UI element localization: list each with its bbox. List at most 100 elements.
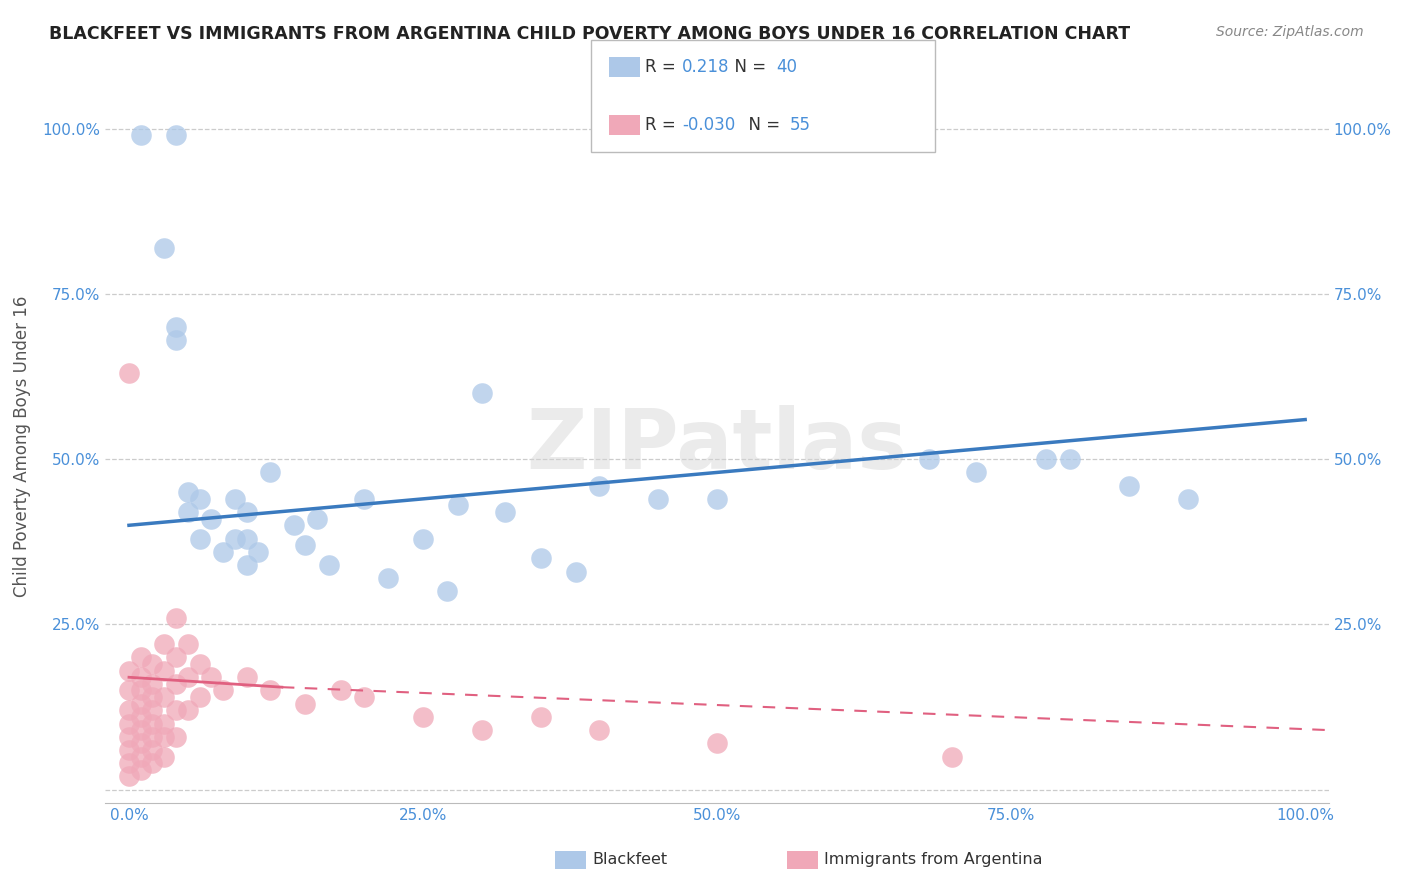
Point bbox=[129, 723, 152, 738]
Point bbox=[353, 690, 375, 704]
Point bbox=[447, 499, 470, 513]
Point bbox=[129, 650, 152, 665]
Point bbox=[200, 670, 222, 684]
Point bbox=[141, 756, 163, 771]
Point bbox=[235, 532, 257, 546]
Point bbox=[965, 466, 987, 480]
Point bbox=[565, 565, 588, 579]
Text: 55: 55 bbox=[790, 116, 811, 134]
Point bbox=[259, 683, 281, 698]
Text: BLACKFEET VS IMMIGRANTS FROM ARGENTINA CHILD POVERTY AMONG BOYS UNDER 16 CORRELA: BLACKFEET VS IMMIGRANTS FROM ARGENTINA C… bbox=[49, 25, 1130, 43]
Point bbox=[153, 241, 176, 255]
Point bbox=[188, 532, 211, 546]
Point bbox=[188, 690, 211, 704]
Point bbox=[129, 736, 152, 750]
Text: 40: 40 bbox=[776, 58, 797, 76]
Point bbox=[436, 584, 458, 599]
Point bbox=[706, 736, 728, 750]
Point bbox=[212, 683, 235, 698]
Point bbox=[165, 128, 187, 143]
Point bbox=[129, 749, 152, 764]
Point bbox=[294, 538, 316, 552]
Point bbox=[235, 558, 257, 572]
Point bbox=[129, 763, 152, 777]
Point bbox=[224, 532, 246, 546]
Point bbox=[412, 532, 434, 546]
Point bbox=[224, 491, 246, 506]
Point bbox=[494, 505, 516, 519]
Point bbox=[235, 670, 257, 684]
Point bbox=[941, 749, 963, 764]
Point bbox=[177, 637, 200, 651]
Point bbox=[129, 670, 152, 684]
Point bbox=[141, 716, 163, 731]
Point bbox=[177, 485, 200, 500]
Point bbox=[129, 128, 152, 143]
Point bbox=[177, 703, 200, 717]
Point bbox=[165, 677, 187, 691]
Point bbox=[118, 703, 141, 717]
Point bbox=[165, 730, 187, 744]
Point bbox=[118, 769, 141, 783]
Point bbox=[212, 545, 235, 559]
Point bbox=[153, 637, 176, 651]
Point bbox=[307, 511, 329, 525]
Point bbox=[1177, 491, 1199, 506]
Point bbox=[118, 743, 141, 757]
Point bbox=[118, 664, 141, 678]
Point bbox=[153, 730, 176, 744]
Point bbox=[471, 386, 494, 401]
Point bbox=[141, 703, 163, 717]
Point bbox=[588, 723, 610, 738]
Point bbox=[177, 670, 200, 684]
Point bbox=[259, 466, 281, 480]
Text: ZIPatlas: ZIPatlas bbox=[527, 406, 907, 486]
Text: R =: R = bbox=[645, 116, 682, 134]
Point bbox=[153, 716, 176, 731]
Point bbox=[200, 511, 222, 525]
Point bbox=[141, 743, 163, 757]
Text: N =: N = bbox=[738, 116, 786, 134]
Point bbox=[588, 478, 610, 492]
Point bbox=[129, 710, 152, 724]
Point bbox=[141, 677, 163, 691]
Text: Immigrants from Argentina: Immigrants from Argentina bbox=[824, 853, 1042, 867]
Point bbox=[141, 657, 163, 671]
Point bbox=[153, 664, 176, 678]
Text: R =: R = bbox=[645, 58, 682, 76]
Point bbox=[318, 558, 340, 572]
Point bbox=[188, 491, 211, 506]
Text: 0.218: 0.218 bbox=[682, 58, 730, 76]
Point bbox=[165, 320, 187, 334]
Point bbox=[118, 367, 141, 381]
Text: N =: N = bbox=[724, 58, 772, 76]
Point bbox=[177, 505, 200, 519]
Text: Source: ZipAtlas.com: Source: ZipAtlas.com bbox=[1216, 25, 1364, 39]
Point bbox=[118, 730, 141, 744]
Point bbox=[141, 730, 163, 744]
Point bbox=[283, 518, 305, 533]
Point bbox=[530, 551, 553, 566]
Point bbox=[235, 505, 257, 519]
Point bbox=[530, 710, 553, 724]
Point bbox=[165, 333, 187, 347]
Point bbox=[706, 491, 728, 506]
Point bbox=[165, 611, 187, 625]
Point bbox=[377, 571, 399, 585]
Point bbox=[294, 697, 316, 711]
Point bbox=[1035, 452, 1057, 467]
Point bbox=[118, 683, 141, 698]
Point bbox=[153, 749, 176, 764]
Point bbox=[129, 697, 152, 711]
Point bbox=[1118, 478, 1140, 492]
Y-axis label: Child Poverty Among Boys Under 16: Child Poverty Among Boys Under 16 bbox=[14, 295, 31, 597]
Point bbox=[118, 716, 141, 731]
Point bbox=[1059, 452, 1081, 467]
Point bbox=[165, 650, 187, 665]
Point bbox=[188, 657, 211, 671]
Point bbox=[918, 452, 941, 467]
Text: -0.030: -0.030 bbox=[682, 116, 735, 134]
Text: Blackfeet: Blackfeet bbox=[592, 853, 666, 867]
Point bbox=[412, 710, 434, 724]
Point bbox=[471, 723, 494, 738]
